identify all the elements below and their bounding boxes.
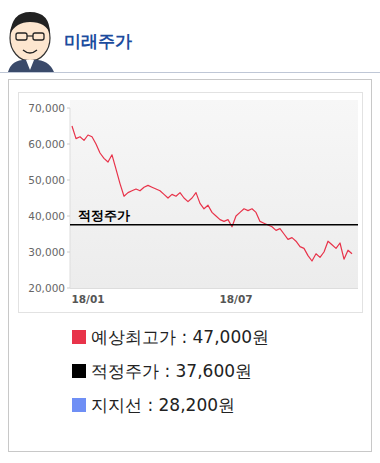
y-tick: [67, 144, 70, 145]
y-tick-label: 30,000: [28, 246, 65, 258]
y-tick-label: 60,000: [28, 138, 65, 150]
page: 미래주가 20,000 30,000 40,000 50,000 60,000 70,000…: [0, 0, 380, 463]
summary-text: 지지선 : 28,200원: [91, 395, 235, 415]
x-tick-label: 18/01: [71, 293, 104, 305]
y-tick-label: 20,000: [28, 282, 65, 294]
fair-price-label: 적정주가: [78, 208, 130, 223]
price-line: [72, 126, 352, 261]
x-tick-label: 18/07: [219, 293, 252, 305]
marks: [70, 126, 358, 261]
y-tick: [67, 180, 70, 181]
summary-text: 적정주가 : 37,600원: [91, 361, 252, 381]
y-tick: [67, 288, 70, 289]
summary-swatch: [72, 398, 86, 412]
summary-swatch: [72, 364, 86, 378]
y-tick: [67, 252, 70, 253]
y-tick: [67, 216, 70, 217]
title: 미래주가: [64, 31, 132, 51]
x-axis: [70, 288, 358, 289]
header-rule: [0, 72, 380, 73]
y-tick: [67, 108, 70, 109]
y-tick-label: 50,000: [28, 174, 65, 186]
fair-price-line: [70, 224, 358, 226]
summary-text: 예상최고가 : 47,000원: [91, 327, 269, 347]
y-tick-label: 40,000: [28, 210, 65, 222]
avatar: [8, 12, 54, 72]
y-axis: [70, 108, 71, 288]
plot-area: [70, 100, 358, 288]
y-tick-label: 70,000: [28, 102, 65, 114]
summary-swatch: [72, 330, 86, 344]
panel: [9, 80, 372, 452]
chart-frame: [19, 93, 363, 313]
